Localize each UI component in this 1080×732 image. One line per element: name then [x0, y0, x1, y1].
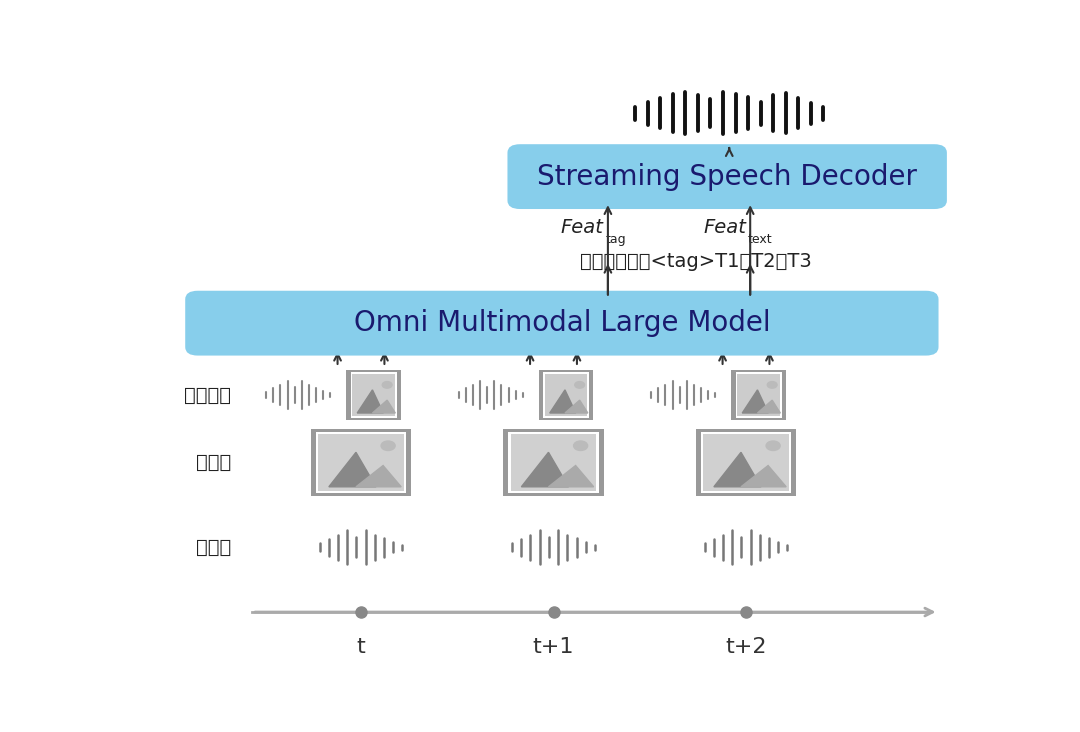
Text: t+2: t+2: [726, 638, 767, 657]
Circle shape: [382, 381, 392, 388]
Text: text: text: [747, 233, 772, 246]
FancyBboxPatch shape: [311, 429, 411, 496]
Circle shape: [381, 441, 395, 450]
Polygon shape: [550, 390, 576, 413]
FancyBboxPatch shape: [701, 432, 792, 493]
Text: t+1: t+1: [532, 638, 575, 657]
FancyBboxPatch shape: [543, 373, 589, 417]
Polygon shape: [373, 400, 395, 413]
FancyBboxPatch shape: [186, 291, 939, 356]
FancyBboxPatch shape: [696, 429, 796, 496]
FancyBboxPatch shape: [735, 373, 782, 417]
Polygon shape: [565, 400, 588, 413]
FancyBboxPatch shape: [352, 373, 395, 417]
FancyBboxPatch shape: [511, 434, 596, 491]
FancyBboxPatch shape: [319, 434, 404, 491]
Text: 说话风格属性<tag>T1，T2，T3: 说话风格属性<tag>T1，T2，T3: [580, 253, 812, 272]
Polygon shape: [742, 390, 768, 413]
Circle shape: [766, 441, 780, 450]
Text: 音频流: 音频流: [195, 538, 231, 557]
FancyBboxPatch shape: [347, 370, 401, 420]
Text: Feat: Feat: [703, 218, 746, 237]
FancyBboxPatch shape: [503, 429, 604, 496]
FancyBboxPatch shape: [509, 432, 598, 493]
Polygon shape: [328, 452, 376, 487]
Polygon shape: [357, 390, 383, 413]
Circle shape: [767, 381, 778, 388]
FancyBboxPatch shape: [738, 373, 780, 417]
Polygon shape: [356, 466, 401, 487]
Polygon shape: [714, 452, 761, 487]
Polygon shape: [741, 466, 786, 487]
Text: 视频流: 视频流: [195, 453, 231, 472]
Circle shape: [575, 381, 584, 388]
FancyBboxPatch shape: [703, 434, 788, 491]
FancyBboxPatch shape: [508, 144, 947, 209]
Text: Streaming Speech Decoder: Streaming Speech Decoder: [537, 163, 917, 190]
Text: tag: tag: [606, 233, 626, 246]
FancyBboxPatch shape: [315, 432, 406, 493]
FancyBboxPatch shape: [539, 370, 593, 420]
Polygon shape: [757, 400, 781, 413]
Polygon shape: [522, 452, 568, 487]
Text: 音视频流: 音视频流: [185, 386, 231, 405]
Circle shape: [573, 441, 588, 450]
FancyBboxPatch shape: [351, 373, 396, 417]
Polygon shape: [549, 466, 594, 487]
Text: Feat: Feat: [561, 218, 604, 237]
FancyBboxPatch shape: [544, 373, 588, 417]
FancyBboxPatch shape: [731, 370, 786, 420]
Text: t: t: [356, 638, 365, 657]
Text: Omni Multimodal Large Model: Omni Multimodal Large Model: [353, 309, 770, 337]
